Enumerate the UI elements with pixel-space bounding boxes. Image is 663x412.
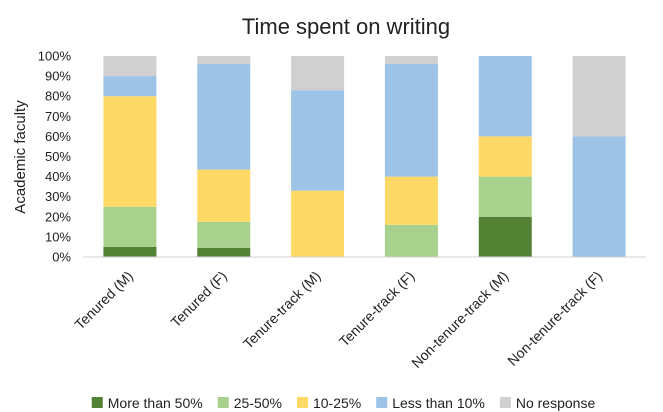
bar-segment: [103, 56, 157, 77]
legend-swatch: [217, 397, 229, 408]
bar-segment: [103, 96, 157, 207]
x-tick-label: Tenure-track (F): [336, 268, 418, 350]
bar-segment: [197, 221, 251, 248]
bar-segment: [572, 56, 626, 137]
y-tick-label: 40%: [45, 169, 71, 184]
x-axis: Tenured (M) Tenured (F) Tenure-track (M) Te…: [71, 268, 605, 371]
chart-title: Time spent on writing: [242, 14, 450, 39]
legend-swatch: [91, 397, 103, 408]
bar-segment: [291, 90, 345, 191]
y-axis-label: Academic faculty: [12, 100, 29, 214]
bar-segment: [291, 190, 345, 257]
y-tick-label: 30%: [45, 189, 71, 204]
bar-segment: [197, 247, 251, 257]
bar-segment: [478, 176, 532, 217]
bar-segment: [103, 206, 157, 247]
bar-segment: [478, 136, 532, 177]
bar-segment: [103, 246, 157, 257]
y-tick-label: 50%: [45, 149, 71, 164]
x-tick-label: Non-tenure-track (M): [408, 268, 511, 371]
legend-item: More than 50%: [91, 395, 203, 411]
bar-segment: [291, 56, 345, 91]
bar-segment: [103, 76, 157, 97]
legend-item: 10-25%: [296, 395, 361, 411]
legend-item: Less than 10%: [376, 395, 485, 411]
y-tick-label: 10%: [45, 229, 71, 244]
legend-label: 10-25%: [313, 395, 361, 411]
x-tick-label: Non-tenure-track (F): [504, 268, 605, 369]
bar-segment: [197, 56, 251, 65]
x-tick-label: Tenured (M): [71, 268, 136, 333]
x-tick-label: Tenured (F): [167, 268, 229, 330]
bars: [103, 56, 626, 257]
bar-segment: [197, 64, 251, 170]
legend-swatch: [296, 397, 308, 408]
y-tick-label: 70%: [45, 109, 71, 124]
legend-item: No response: [499, 395, 596, 411]
bar-segment: [384, 176, 438, 225]
bar-segment: [384, 56, 438, 65]
legend-label: No response: [516, 395, 596, 411]
legend-swatch: [376, 397, 388, 408]
legend-item: 25-50%: [217, 395, 282, 411]
y-tick-label: 90%: [45, 69, 71, 84]
bar-segment: [478, 56, 532, 137]
bar-segment: [572, 136, 626, 257]
x-tick-label: Tenure-track (M): [240, 268, 324, 352]
y-tick-label: 0%: [52, 250, 71, 265]
y-tick-label: 60%: [45, 129, 71, 144]
bar-segment: [197, 169, 251, 222]
bar-segment: [384, 64, 438, 177]
y-tick-label: 100%: [38, 49, 72, 64]
y-tick-label: 20%: [45, 209, 71, 224]
legend: More than 50% 25-50% 10-25% Less than 10% No…: [91, 395, 596, 411]
y-tick-label: 80%: [45, 89, 71, 104]
legend-label: More than 50%: [108, 395, 203, 411]
bar-segment: [478, 216, 532, 257]
y-axis: 0% 10% 20% 30% 40% 50% 60% 70% 80% 90% 100%: [38, 49, 72, 265]
legend-swatch: [499, 397, 511, 408]
legend-label: 25-50%: [234, 395, 282, 411]
bar-segment: [384, 224, 438, 257]
legend-label: Less than 10%: [392, 395, 485, 411]
